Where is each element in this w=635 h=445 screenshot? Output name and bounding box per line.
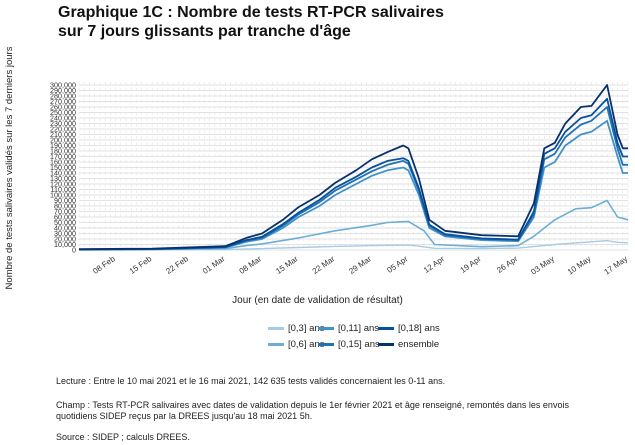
- chart-title-line2: sur 7 jours glissants par tranche d'âge: [58, 23, 351, 40]
- chart-title: Graphique 1C : Nombre de tests RT-PCR sa…: [58, 3, 444, 41]
- x-tick-label: 22 Mar: [311, 254, 337, 276]
- y-tick-label: 90,000: [54, 196, 76, 205]
- series-line-2: [78, 119, 628, 251]
- x-axis-ticks: 08 Feb 15 Feb 22 Feb 01 Mar 08 Mar 15 Mar 22 M…: [91, 254, 629, 277]
- y-axis-label: Nombre de tests salivaires validés sur l…: [4, 46, 15, 289]
- y-tick-label: 120,000: [50, 180, 76, 189]
- legend-item: [0,6] ans: [268, 339, 324, 350]
- y-tick-label: 40,000: [54, 224, 76, 233]
- x-tick-label: 15 Mar: [274, 254, 300, 276]
- x-tick-label: 01 Mar: [201, 254, 227, 276]
- x-tick-label: 05 Apr: [385, 254, 409, 275]
- y-tick-label: 260,000: [50, 103, 76, 112]
- legend-label: [0,15] ans: [338, 339, 380, 350]
- x-tick-label: 22 Feb: [164, 254, 190, 276]
- y-tick-label: 60,000: [54, 213, 76, 222]
- legend-swatch: [268, 327, 284, 330]
- y-axis-ticks: 010,00020,00030,00040,00050,00060,00070,…: [50, 81, 76, 255]
- legend-item: [0,3] ans: [268, 323, 324, 334]
- legend-label: ensemble: [398, 339, 440, 350]
- legend-label: [0,3] ans: [288, 323, 325, 334]
- line-chart: 010,00020,00030,00040,00050,00060,00070,…: [4, 46, 629, 289]
- x-axis-label: Jour (en date de validation de résultat): [232, 295, 403, 306]
- series-line-4: [78, 97, 628, 251]
- y-tick-label: 140,000: [50, 169, 76, 178]
- legend-label: [0,11] ans: [338, 323, 380, 334]
- x-tick-label: 26 Apr: [495, 254, 519, 275]
- x-tick-label: 08 Feb: [91, 254, 117, 276]
- y-tick-label: 290,000: [50, 86, 76, 95]
- y-tick-label: 280,000: [50, 92, 76, 101]
- y-tick-label: 70,000: [54, 207, 76, 216]
- x-tick-label: 08 Mar: [238, 254, 264, 276]
- x-tick-label: 03 May: [529, 254, 556, 276]
- legend-swatch: [318, 327, 334, 330]
- series-line-0: [78, 240, 629, 251]
- y-tick-label: 50,000: [54, 218, 76, 227]
- x-tick-label: 17 May: [602, 254, 629, 276]
- x-tick-label: 29 Mar: [347, 254, 373, 276]
- y-tick-label: 100,000: [50, 191, 76, 200]
- y-tick-label: 300,000: [50, 81, 76, 90]
- y-tick-label: 240,000: [50, 114, 76, 123]
- y-tick-label: 10,000: [54, 240, 76, 249]
- legend-item: [0,18] ans: [378, 323, 440, 334]
- legend-label: [0,18] ans: [398, 323, 440, 334]
- legend-swatch: [378, 327, 394, 330]
- chart-title-line1: Graphique 1C : Nombre de tests RT-PCR sa…: [58, 4, 444, 21]
- series-line-1: [78, 199, 629, 251]
- legend-label: [0,6] ans: [288, 339, 325, 350]
- y-tick-label: 230,000: [50, 119, 76, 128]
- y-tick-label: 110,000: [51, 185, 76, 194]
- x-tick-label: 12 Apr: [422, 254, 446, 275]
- y-tick-label: 270,000: [50, 97, 76, 106]
- series-layer: [78, 84, 629, 251]
- y-tick-label: 220,000: [50, 125, 76, 134]
- legend-item: ensemble: [378, 339, 439, 350]
- y-tick-label: 0: [72, 246, 76, 255]
- champ-note-line1: Champ : Tests RT-PCR salivaires avec dat…: [56, 400, 569, 410]
- source-note: Source : SIDEP ; calculs DREES.: [56, 432, 190, 442]
- lecture-note: Lecture : Entre le 10 mai 2021 et le 16 …: [56, 376, 446, 386]
- x-tick-label: 15 Feb: [128, 254, 154, 276]
- y-tick-label: 210,000: [50, 130, 76, 139]
- y-tick-label: 130,000: [50, 174, 76, 183]
- legend-swatch: [268, 343, 284, 346]
- y-tick-label: 170,000: [50, 152, 76, 161]
- y-tick-label: 190,000: [50, 141, 76, 150]
- legend-item: [0,11] ans: [318, 323, 379, 334]
- y-tick-label: 160,000: [50, 158, 76, 167]
- legend-item: [0,15] ans: [318, 339, 380, 350]
- legend-swatch: [318, 343, 334, 346]
- x-tick-label: 10 May: [566, 254, 593, 276]
- y-tick-label: 200,000: [50, 136, 76, 145]
- series-line-5: [78, 84, 628, 251]
- y-tick-label: 180,000: [50, 147, 76, 156]
- y-tick-label: 30,000: [54, 229, 76, 238]
- champ-note-line2: quotidiens SIDEP reçus par la DREES jusq…: [56, 411, 313, 421]
- y-tick-label: 80,000: [54, 202, 76, 211]
- legend-swatch: [378, 343, 394, 346]
- y-tick-label: 20,000: [54, 235, 76, 244]
- y-tick-label: 250,000: [50, 108, 76, 117]
- y-tick-label: 150,000: [50, 163, 76, 172]
- grid-layer: [78, 82, 629, 251]
- x-tick-label: 19 Apr: [459, 254, 483, 275]
